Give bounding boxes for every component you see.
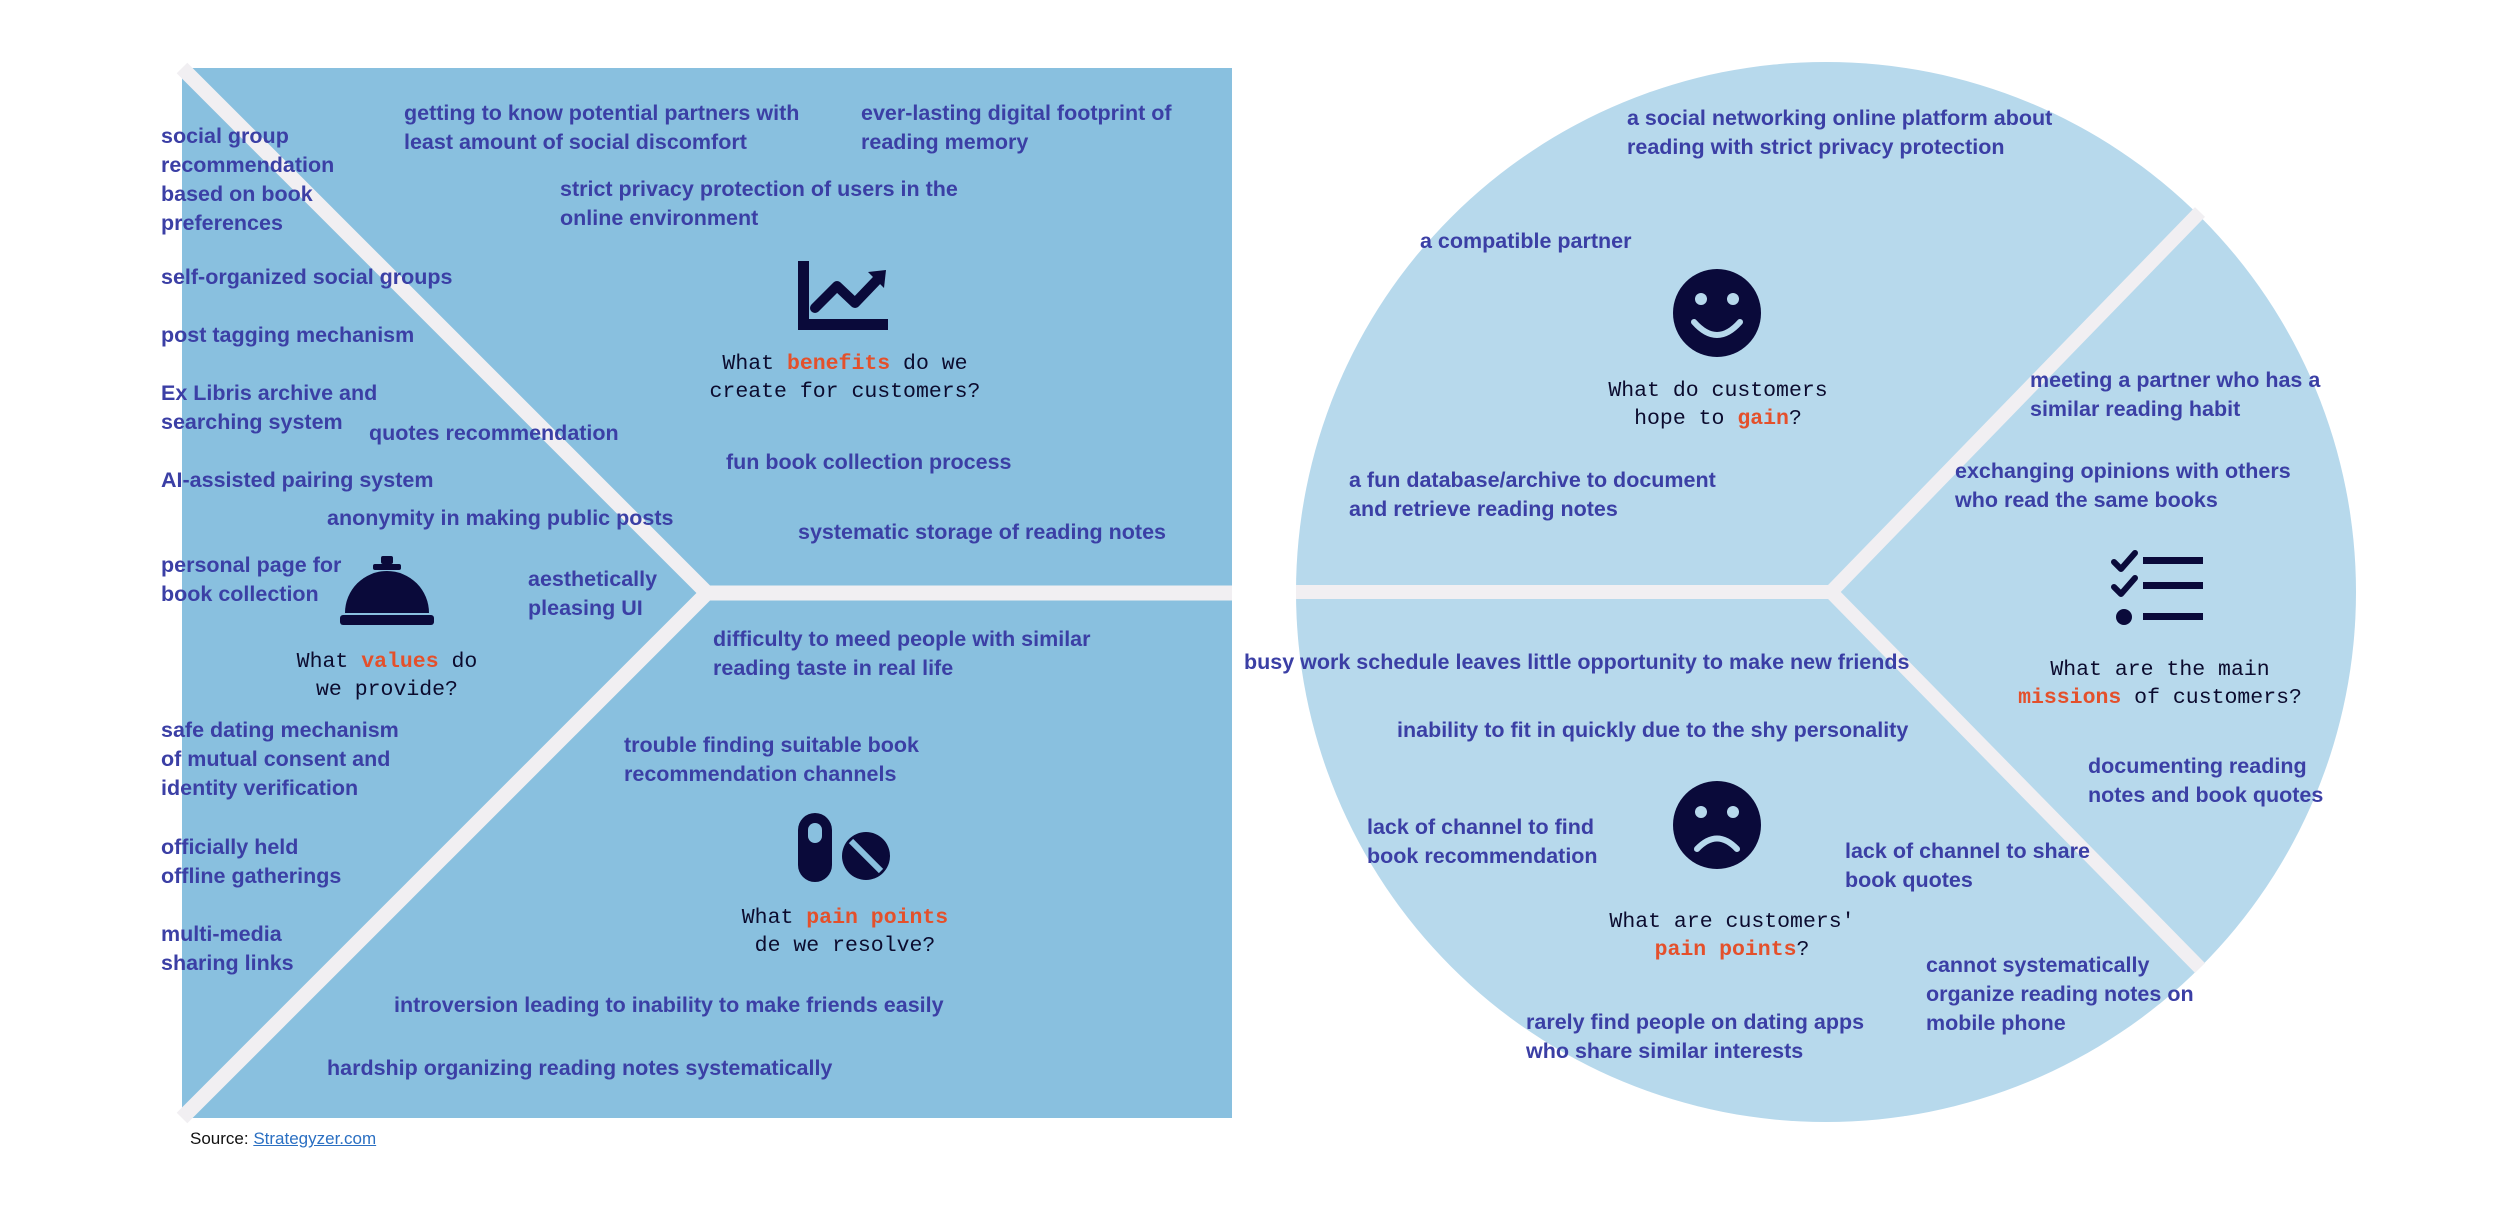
mission-item-documenting: documenting reading notes and book quote… (2088, 754, 2324, 807)
values-item-safe-dating: safe dating mechanism of mutual consent … (161, 718, 399, 800)
checklist-icon (2111, 550, 2203, 625)
gains-item-partners: getting to know potential partners with … (404, 101, 800, 154)
relievers-item-meet-people: difficulty to meed people with similar r… (713, 627, 1091, 680)
pain-item-find-recommendation: lack of channel to find book recommendat… (1367, 815, 1598, 868)
relievers-item-introversion: introversion leading to inability to mak… (394, 993, 944, 1017)
values-item-ai-pairing: AI-assisted pairing system (161, 468, 434, 492)
mission-item-partner: meeting a partner who has a similar read… (2030, 368, 2321, 421)
values-item-multimedia: multi-media sharing links (161, 922, 294, 975)
benefits-question: What benefits do we create for customers… (709, 352, 981, 404)
pain-item-share-quotes: lack of channel to share book quotes (1845, 839, 2090, 892)
gain-item-database: a fun database/archive to document and r… (1349, 468, 1716, 521)
relievers-item-recommendation: trouble finding suitable book recommenda… (624, 733, 920, 786)
values-item-quotes: quotes recommendation (369, 421, 619, 445)
source-caption: Source: Strategyzer.com (190, 1129, 376, 1149)
values-item-post-tagging: post tagging mechanism (161, 323, 415, 347)
values-item-offline: officially held offline gatherings (161, 835, 342, 888)
gains-item-privacy: strict privacy protection of users in th… (560, 177, 958, 230)
source-label: Source: (190, 1129, 254, 1148)
pain-item-dating-apps: rarely find people on dating apps who sh… (1526, 1010, 1865, 1063)
values-item-aesthetic-ui: aesthetically pleasing UI (528, 567, 658, 620)
chart-line-icon (798, 261, 888, 330)
values-item-personal-page: personal page for book collection (161, 553, 342, 606)
gain-question: What do customers hope to gain? (1608, 379, 1828, 431)
gain-item-social-platform: a social networking online platform abou… (1627, 106, 2053, 159)
values-item-anonymity: anonymity in making public posts (327, 506, 674, 530)
values-item-social-group: social group recommendation based on boo… (161, 124, 335, 235)
source-link[interactable]: Strategyzer.com (253, 1129, 377, 1148)
values-item-self-organized: self-organized social groups (161, 265, 453, 289)
pain-item-shy: inability to fit in quickly due to the s… (1397, 718, 1909, 742)
pills-icon (798, 813, 890, 882)
values-question: What values do we provide? (296, 650, 478, 702)
customer-pains-question: What are customers' pain points? (1609, 910, 1855, 962)
customer-profile-dividers (1296, 207, 2206, 973)
sad-face-icon (1673, 781, 1761, 869)
missions-question: What are the main missions of customers? (2018, 658, 2302, 710)
pain-item-busy-schedule: busy work schedule leaves little opportu… (1244, 650, 1910, 674)
gains-item-fun-collection: fun book collection process (726, 450, 1012, 474)
service-bell-icon (340, 556, 434, 625)
pain-relievers-question: What pain points de we resolve? (741, 906, 949, 958)
smile-face-icon (1673, 269, 1761, 357)
relievers-item-notes: hardship organizing reading notes system… (327, 1056, 833, 1080)
values-item-ex-libris: Ex Libris archive and searching system (161, 381, 378, 434)
gain-item-partner: a compatible partner (1420, 229, 1632, 253)
gains-item-systematic-storage: systematic storage of reading notes (798, 520, 1166, 544)
mission-item-opinions: exchanging opinions with others who read… (1955, 459, 2291, 512)
gains-item-footprint: ever-lasting digital footprint of readin… (861, 101, 1172, 154)
value-map-dividers (176, 62, 1232, 1124)
pain-item-organize-notes: cannot systematically organize reading n… (1926, 953, 2194, 1035)
